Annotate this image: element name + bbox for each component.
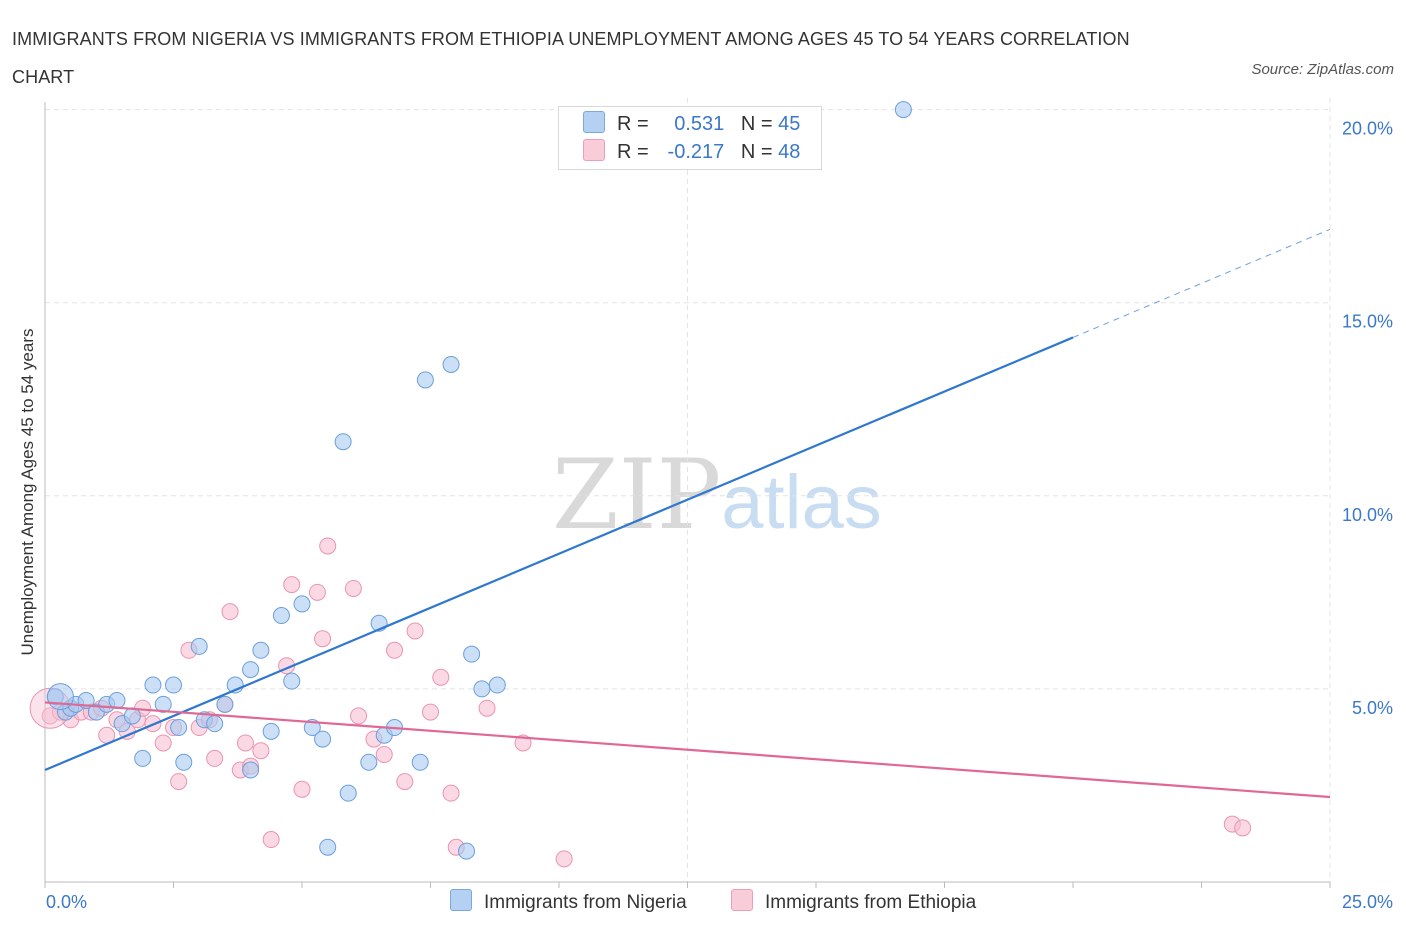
- nigeria-point: [242, 761, 260, 779]
- ethiopia-point: [236, 734, 254, 752]
- ethiopia-point: [252, 742, 270, 760]
- nigeria-point: [190, 637, 208, 655]
- x-tick-label: 25.0%: [1342, 892, 1393, 912]
- nigeria-cluster-point: [46, 683, 74, 711]
- ethiopia-point: [154, 734, 172, 752]
- nigeria-point: [252, 641, 270, 659]
- nigeria-point: [175, 753, 193, 771]
- nigeria-n-label: N =: [740, 113, 773, 135]
- watermark-zip: ZIP: [552, 439, 722, 551]
- nigeria-n-value: 45: [778, 113, 801, 135]
- ethiopia-point: [308, 583, 326, 601]
- y-tick-label: 10.0%: [1342, 505, 1393, 525]
- ethiopia-swatch: [583, 139, 605, 161]
- ethiopia-point: [1234, 819, 1252, 837]
- bottom-legend-ethiopia: Immigrants from Ethiopia: [731, 889, 976, 915]
- nigeria-trend-line: [44, 336, 1074, 772]
- ethiopia-n-label: N =: [740, 141, 773, 163]
- nigeria-point: [108, 691, 126, 709]
- ethiopia-point: [221, 603, 239, 621]
- ethiopia-points: [29, 537, 1252, 868]
- ethiopia-point: [283, 576, 301, 594]
- nigeria-r-value: 0.531: [674, 113, 725, 135]
- legend-row-nigeria: R = 0.531 N = 45: [583, 111, 800, 137]
- y-axis-label: Unemployment Among Ages 45 to 54 years: [18, 328, 37, 656]
- trend-lines: [44, 228, 1331, 799]
- nigeria-point: [416, 371, 434, 389]
- nigeria-point: [457, 842, 475, 860]
- nigeria-point: [314, 730, 332, 748]
- nigeria-point: [293, 595, 311, 613]
- axes: [44, 102, 1331, 888]
- ethiopia-point: [206, 749, 224, 767]
- ethiopia-point: [170, 773, 188, 791]
- ethiopia-legend-label: Immigrants from Ethiopia: [765, 892, 977, 913]
- nigeria-point: [216, 695, 234, 713]
- source-label: Source: ZipAtlas.com: [1251, 61, 1394, 78]
- ethiopia-point: [350, 707, 368, 725]
- nigeria-points: [46, 101, 912, 860]
- nigeria-point: [360, 753, 378, 771]
- nigeria-point: [319, 838, 337, 856]
- ethiopia-r-label: R =: [617, 141, 649, 163]
- ethiopia-r-value: -0.217: [667, 141, 725, 163]
- nigeria-point: [463, 645, 481, 663]
- y-tick-label: 20.0%: [1342, 119, 1393, 139]
- chart-title: IMMIGRANTS FROM NIGERIA VS IMMIGRANTS FR…: [12, 29, 1130, 87]
- ethiopia-point: [386, 641, 404, 659]
- y-tick-label: 5.0%: [1352, 698, 1393, 718]
- nigeria-point: [283, 672, 301, 690]
- nigeria-swatch: [583, 111, 605, 133]
- ethiopia-point: [396, 773, 414, 791]
- ethiopia-point: [442, 784, 460, 802]
- ethiopia-point: [478, 699, 496, 717]
- nigeria-trend-extension: [1072, 228, 1331, 338]
- nigeria-legend-swatch: [450, 889, 472, 911]
- nigeria-point: [411, 753, 429, 771]
- ethiopia-n-value: 48: [778, 141, 801, 163]
- nigeria-point: [165, 676, 182, 694]
- ethiopia-point: [314, 630, 332, 648]
- nigeria-point: [334, 433, 352, 451]
- nigeria-point: [303, 719, 321, 737]
- nigeria-point: [206, 715, 224, 733]
- zipatlas-watermark: ZIPatlas: [552, 440, 882, 558]
- ethiopia-point: [293, 780, 311, 798]
- nigeria-point: [442, 355, 460, 373]
- ethiopia-point: [406, 622, 424, 640]
- nigeria-point: [242, 661, 260, 679]
- ethiopia-point: [319, 537, 337, 555]
- correlation-legend: R = 0.531 N = 45 R = -0.217 N = 48: [558, 106, 822, 170]
- legend-row-ethiopia: R = -0.217 N = 48: [583, 139, 800, 165]
- nigeria-point: [262, 722, 280, 740]
- ethiopia-point: [422, 703, 439, 721]
- nigeria-legend-label: Immigrants from Nigeria: [484, 892, 687, 913]
- ethiopia-point: [375, 746, 393, 764]
- bottom-legend-nigeria: Immigrants from Nigeria: [450, 889, 687, 915]
- nigeria-point: [144, 676, 162, 694]
- y-tick-label: 15.0%: [1342, 312, 1393, 332]
- nigeria-point: [488, 676, 506, 694]
- ethiopia-point: [555, 850, 573, 868]
- tick-labels: 5.0% 10.0% 15.0% 20.0% 0.0% 25.0%: [46, 119, 1393, 912]
- nigeria-point: [134, 749, 152, 767]
- nigeria-point: [339, 784, 357, 802]
- ethiopia-trend-line: [44, 701, 1331, 799]
- nigeria-r-label: R =: [617, 113, 649, 135]
- ethiopia-point: [432, 668, 450, 686]
- x-tick-label: 0.0%: [46, 892, 87, 912]
- nigeria-point: [170, 719, 188, 737]
- ethiopia-legend-swatch: [731, 889, 753, 911]
- nigeria-point: [272, 607, 290, 625]
- ethiopia-point: [344, 579, 362, 597]
- nigeria-point: [473, 680, 491, 698]
- nigeria-point: [894, 101, 912, 119]
- ethiopia-point: [262, 831, 280, 849]
- nigeria-point: [154, 695, 172, 713]
